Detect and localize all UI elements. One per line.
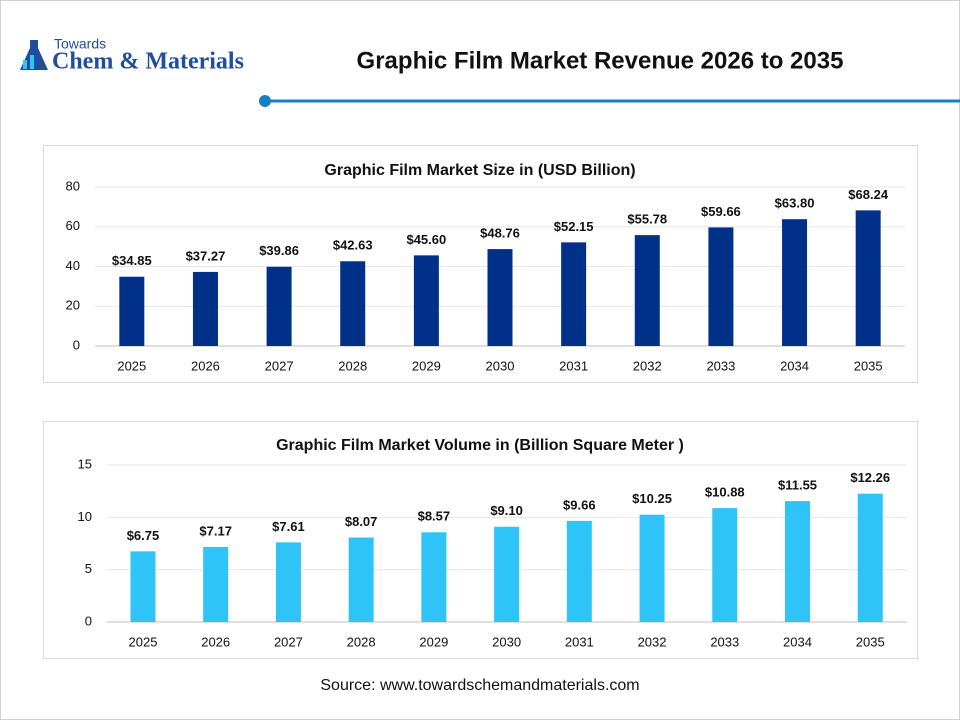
value-label: $8.57 [418, 509, 451, 524]
y-tick-label: 60 [66, 218, 80, 233]
x-tick-label: 2032 [638, 634, 667, 649]
bar [708, 227, 734, 346]
page-title: Graphic Film Market Revenue 2026 to 2035 [357, 47, 844, 74]
value-label: $7.61 [272, 519, 305, 534]
bar [494, 526, 520, 622]
x-tick-label: 2033 [706, 358, 735, 373]
bar [192, 271, 218, 346]
x-tick-label: 2025 [117, 358, 146, 373]
bar [857, 493, 883, 622]
bar [203, 546, 229, 622]
value-label: $68.24 [848, 187, 889, 202]
x-tick-label: 2029 [419, 634, 448, 649]
x-tick-label: 2026 [201, 634, 230, 649]
bar [340, 261, 366, 346]
y-tick-label: 20 [66, 298, 80, 313]
value-label: $12.26 [850, 470, 890, 485]
logo-icon-bar [23, 60, 27, 69]
x-tick-label: 2027 [265, 358, 294, 373]
y-tick-label: 0 [73, 337, 80, 352]
x-tick-label: 2032 [633, 358, 662, 373]
logo-main: Chem & Materials [52, 49, 244, 75]
value-label: $8.07 [345, 514, 378, 529]
bar [561, 242, 587, 346]
value-label: $9.66 [563, 497, 596, 512]
value-label: $11.55 [778, 478, 817, 493]
chart-frame [43, 421, 918, 659]
value-label: $59.66 [701, 204, 741, 219]
y-tick-label: 10 [78, 509, 92, 524]
x-tick-label: 2027 [274, 634, 303, 649]
value-label: $63.80 [775, 196, 815, 211]
value-label: $7.17 [199, 523, 232, 538]
value-label: $10.25 [632, 491, 672, 506]
logo-icon-bar [30, 55, 34, 69]
value-label: $45.60 [406, 232, 446, 247]
y-tick-label: 5 [85, 561, 92, 576]
x-tick-label: 2026 [191, 358, 220, 373]
x-tick-label: 2029 [412, 358, 441, 373]
y-tick-label: 40 [66, 258, 80, 273]
x-tick-label: 2035 [856, 634, 885, 649]
x-tick-label: 2033 [710, 634, 739, 649]
value-label: $48.76 [480, 226, 520, 241]
x-tick-label: 2025 [129, 634, 158, 649]
bar [855, 210, 881, 346]
header-dot [259, 95, 271, 107]
x-tick-label: 2031 [559, 358, 588, 373]
x-tick-label: 2034 [783, 634, 812, 649]
x-tick-label: 2034 [780, 358, 809, 373]
bar [634, 235, 660, 346]
x-tick-label: 2028 [347, 634, 376, 649]
bar [566, 520, 592, 622]
value-label: $9.10 [490, 503, 523, 518]
bar [487, 249, 513, 346]
value-label: $34.85 [112, 253, 152, 268]
value-label: $42.63 [333, 238, 373, 253]
chart-title: Graphic Film Market Volume in (Billion S… [276, 437, 684, 454]
bar [275, 542, 301, 622]
chart-frame [43, 145, 918, 383]
value-label: $55.78 [627, 212, 667, 227]
y-tick-label: 0 [85, 613, 92, 628]
bar [348, 537, 374, 622]
bar [785, 501, 811, 622]
logo: Towards Chem & Materials [20, 36, 244, 75]
bar [639, 514, 665, 622]
bar [413, 255, 439, 346]
x-tick-label: 2035 [854, 358, 883, 373]
chart-title: Graphic Film Market Size in (USD Billion… [324, 162, 635, 179]
bar [421, 532, 447, 622]
x-tick-label: 2030 [492, 634, 521, 649]
value-label: $52.15 [554, 219, 594, 234]
value-label: $10.88 [705, 485, 745, 500]
y-tick-label: 15 [78, 456, 92, 471]
bar [266, 266, 292, 346]
x-tick-label: 2030 [486, 358, 515, 373]
bar [130, 551, 156, 622]
bar [119, 276, 145, 346]
value-label: $37.27 [186, 248, 226, 263]
bar [782, 219, 808, 346]
x-tick-label: 2028 [338, 358, 367, 373]
value-label: $6.75 [127, 528, 160, 543]
bar [712, 508, 738, 622]
value-label: $39.86 [259, 243, 299, 258]
source: Source: www.towardschemandmaterials.com [320, 677, 639, 694]
logo-small: Towards [54, 36, 106, 52]
y-tick-label: 80 [66, 178, 80, 193]
x-tick-label: 2031 [565, 634, 594, 649]
